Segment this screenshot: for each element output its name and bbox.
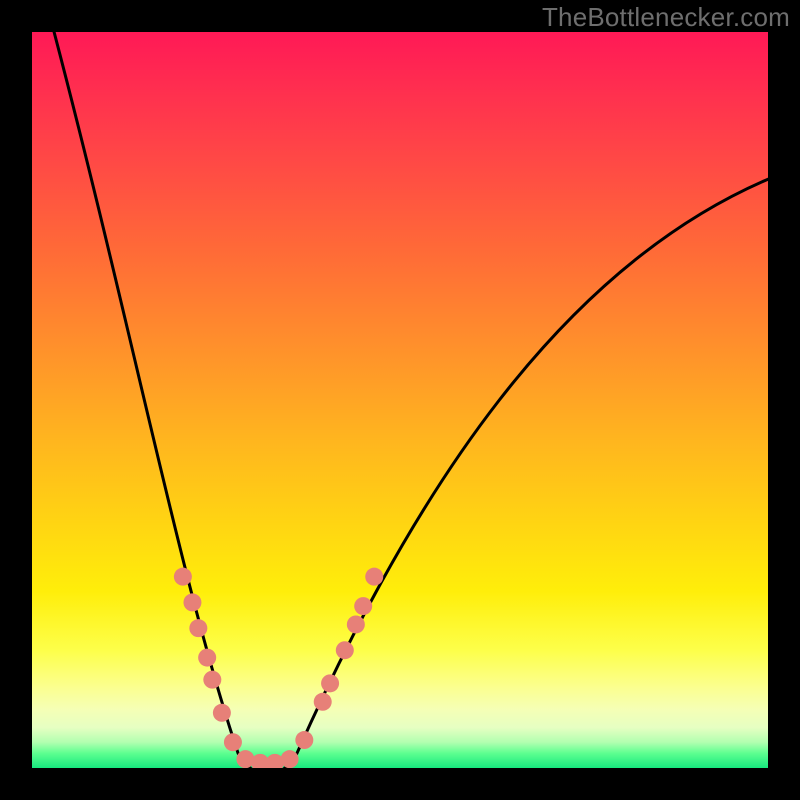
- plot-gradient-background: [32, 32, 768, 768]
- chart-root: { "canvas": { "width": 800, "height": 80…: [0, 0, 800, 800]
- watermark-text: TheBottlenecker.com: [542, 2, 790, 33]
